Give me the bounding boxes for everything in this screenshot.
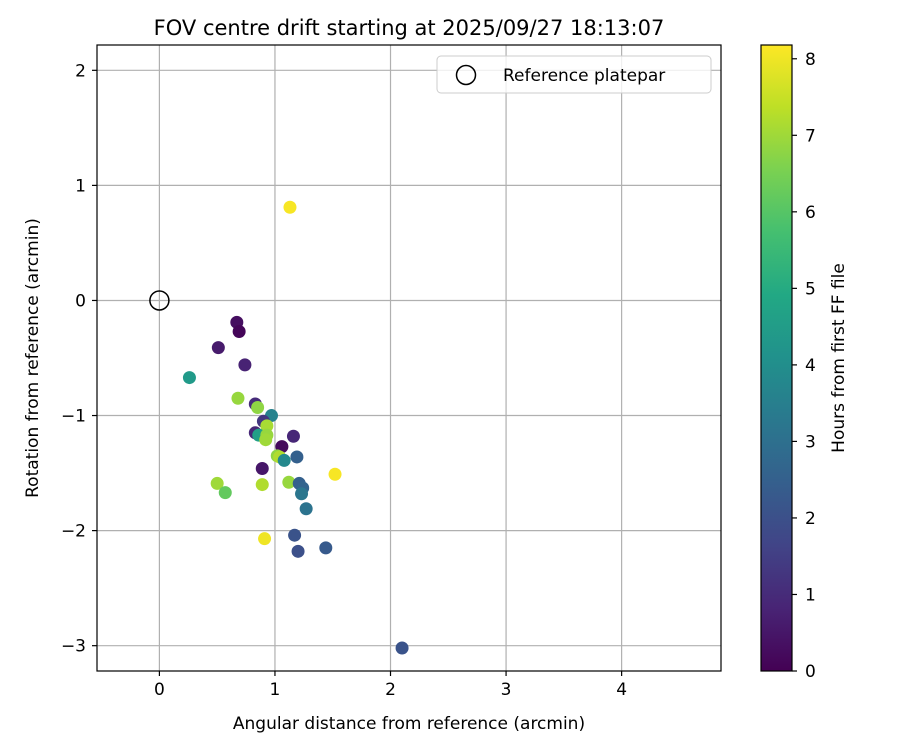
y-tick-label: −3 — [61, 637, 86, 657]
x-gridlines — [158, 45, 623, 671]
x-tick-label: 1 — [270, 680, 281, 700]
data-point — [231, 391, 245, 405]
data-point — [282, 475, 296, 489]
data-point — [232, 325, 246, 339]
colorbar-tick-label: 8 — [805, 50, 816, 70]
reference-point — [149, 290, 170, 311]
colorbar-label: Hours from first FF file — [829, 263, 849, 453]
x-tick-label: 2 — [385, 680, 396, 700]
data-point — [319, 541, 333, 555]
data-point — [283, 200, 297, 214]
colorbar: 0 1 2 3 4 5 6 7 8 Hours from first FF file — [760, 44, 849, 682]
data-points — [182, 200, 409, 655]
data-point — [290, 450, 304, 464]
data-point — [288, 528, 302, 542]
data-point — [291, 544, 305, 558]
y-axis-label: Rotation from reference (arcmin) — [23, 218, 43, 498]
colorbar-tick-label: 6 — [805, 203, 816, 223]
legend: Reference platepar — [436, 55, 712, 94]
data-point — [182, 371, 196, 385]
data-point — [260, 419, 274, 433]
x-tick-label: 0 — [154, 680, 165, 700]
plot-background — [97, 45, 721, 671]
y-axis-ticks: −3 −2 −1 0 1 2 — [61, 61, 97, 657]
legend-marker-open-circle — [455, 64, 477, 86]
colorbar-tick-label: 1 — [805, 585, 816, 605]
y-tick-label: 0 — [75, 291, 86, 311]
data-point — [277, 453, 291, 467]
colorbar-tick-label: 5 — [805, 279, 816, 299]
legend-box — [436, 55, 712, 94]
colorbar-tick-label: 3 — [805, 432, 816, 452]
data-point — [255, 461, 269, 475]
y-tick-label: 2 — [75, 61, 86, 81]
colorbar-tick-label: 2 — [805, 509, 816, 529]
plot-frame — [96, 44, 722, 672]
data-point — [211, 341, 225, 355]
colorbar-tick-label: 7 — [805, 126, 816, 146]
legend-label-reference: Reference platepar — [503, 66, 665, 86]
data-point — [395, 641, 409, 655]
data-point — [286, 429, 300, 443]
x-tick-label: 4 — [616, 680, 627, 700]
data-point — [259, 433, 273, 447]
y-tick-label: 1 — [75, 176, 86, 196]
colorbar-ticks: 0 1 2 3 4 5 6 7 8 — [792, 50, 816, 682]
colorbar-gradient — [761, 45, 792, 671]
data-point — [328, 467, 342, 481]
data-point — [251, 400, 265, 414]
x-axis-ticks: 0 1 2 3 4 — [154, 671, 627, 700]
colorbar-tick-label: 0 — [805, 662, 816, 682]
data-point — [299, 502, 313, 516]
data-point — [258, 532, 272, 546]
data-point — [218, 486, 232, 500]
x-axis-label: Angular distance from reference (arcmin) — [233, 714, 585, 734]
y-tick-label: −1 — [61, 407, 86, 427]
data-point — [295, 487, 309, 501]
y-tick-label: −2 — [61, 522, 86, 542]
chart-title: FOV centre drift starting at 2025/09/27 … — [154, 16, 665, 40]
x-tick-label: 3 — [501, 680, 512, 700]
colorbar-frame — [760, 44, 793, 672]
data-point — [255, 478, 269, 492]
data-point — [210, 476, 224, 490]
colorbar-tick-label: 4 — [805, 356, 816, 376]
data-point — [238, 358, 252, 372]
plot-area — [96, 44, 722, 672]
